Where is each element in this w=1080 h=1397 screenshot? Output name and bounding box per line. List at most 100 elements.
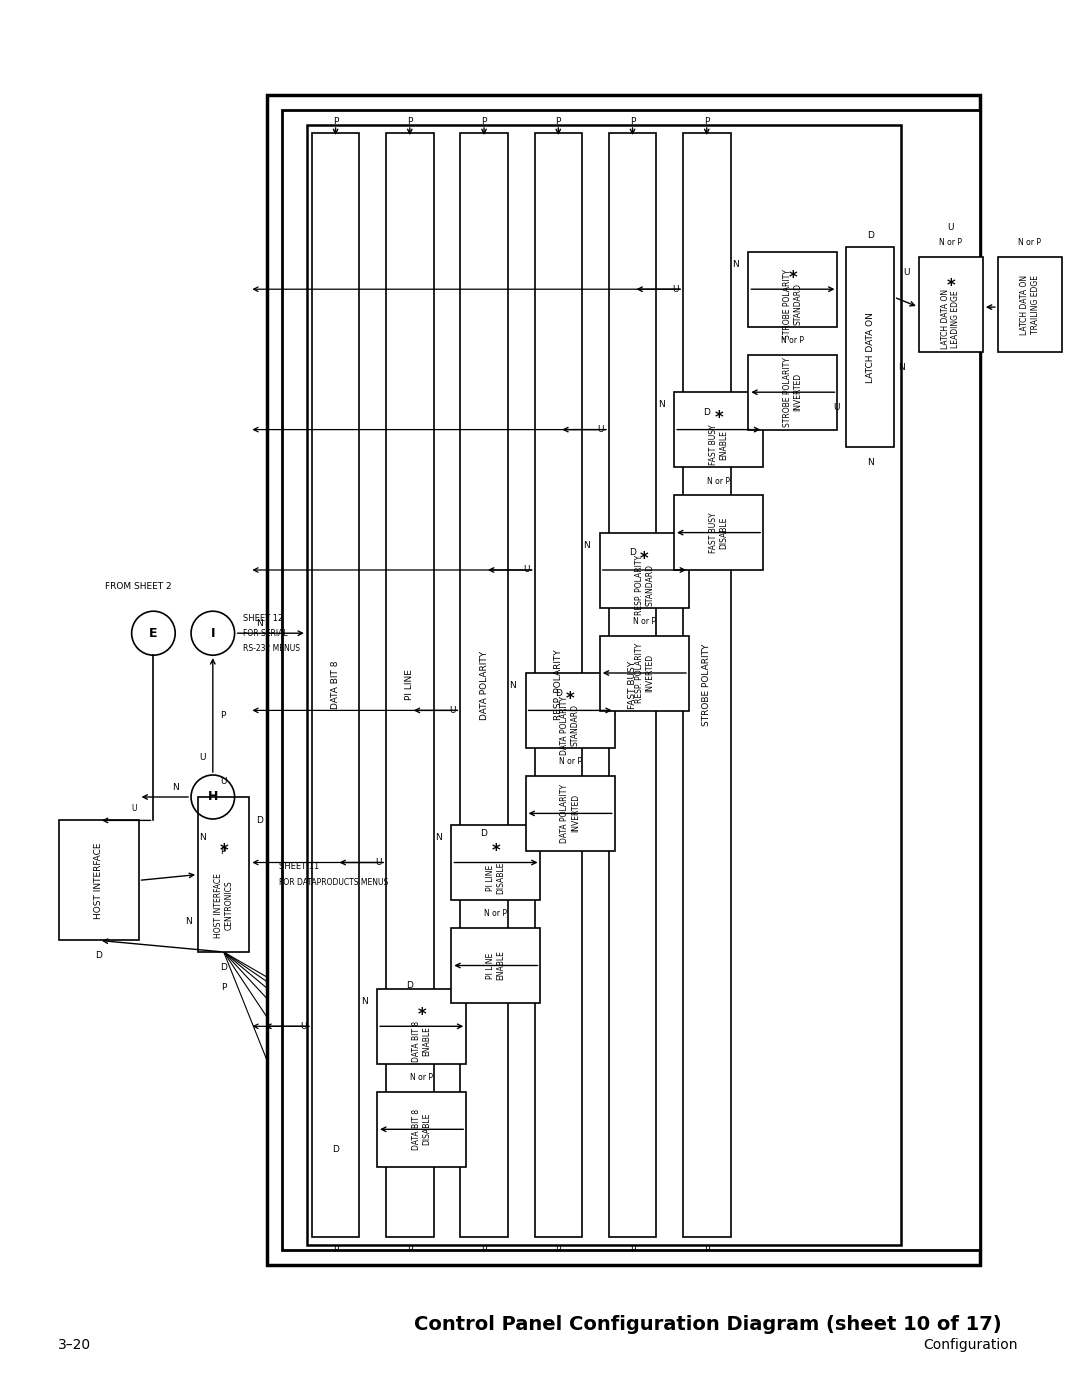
Bar (460, 133, 508, 1236)
Text: D: D (333, 1144, 339, 1154)
Text: U: U (131, 803, 136, 813)
Text: D: D (555, 689, 562, 697)
Bar (526, 775, 615, 851)
Text: I: I (211, 627, 215, 640)
Text: *: * (640, 550, 649, 567)
Text: P: P (630, 116, 635, 126)
Text: SHEET 12: SHEET 12 (243, 613, 283, 623)
Bar (312, 133, 360, 1236)
Text: N or P: N or P (1018, 237, 1041, 247)
Text: N or P: N or P (940, 237, 962, 247)
Text: N: N (583, 541, 591, 549)
Bar (377, 1092, 467, 1166)
Bar (307, 124, 901, 1245)
Bar (451, 928, 540, 1003)
Bar (674, 393, 764, 467)
Text: RESP. POLARITY: RESP. POLARITY (554, 650, 563, 721)
Bar (198, 798, 249, 951)
Text: D: D (406, 981, 414, 990)
Text: RESP. POLARITY
INVERTED: RESP. POLARITY INVERTED (635, 643, 654, 703)
Bar (377, 989, 467, 1063)
Text: P: P (407, 116, 413, 126)
Text: D: D (95, 951, 103, 960)
Text: U: U (449, 705, 456, 715)
Text: PI LINE
ENABLE: PI LINE ENABLE (486, 950, 505, 981)
Text: P: P (220, 848, 226, 856)
Text: *: * (566, 690, 575, 708)
Text: DATA BIT 8
ENABLE: DATA BIT 8 ENABLE (411, 1021, 431, 1062)
Text: E: E (149, 627, 158, 640)
Text: *: * (788, 270, 797, 286)
Text: P: P (220, 711, 226, 719)
Text: P: P (630, 1245, 635, 1253)
Text: N: N (867, 458, 874, 467)
Text: U: U (947, 222, 954, 232)
Text: N or P: N or P (558, 757, 582, 767)
Text: D: D (481, 828, 487, 838)
Text: U: U (200, 753, 206, 761)
Text: N or P: N or P (782, 337, 805, 345)
Text: HOST INTERFACE
CENTRONICS: HOST INTERFACE CENTRONICS (214, 873, 233, 937)
Text: N or P: N or P (485, 909, 508, 918)
Bar (59, 820, 138, 940)
Bar (535, 133, 582, 1236)
Text: LATCH DATA ON
LEADING EDGE: LATCH DATA ON LEADING EDGE (941, 289, 960, 349)
Text: *: * (417, 1006, 426, 1024)
Text: N: N (173, 782, 179, 792)
Text: *: * (946, 277, 955, 295)
Text: U: U (904, 268, 910, 277)
Text: N: N (510, 680, 516, 690)
Text: P: P (407, 1245, 413, 1253)
Bar (748, 251, 837, 327)
Text: DATA BIT 8: DATA BIT 8 (332, 661, 340, 710)
Bar (674, 495, 764, 570)
Bar (282, 110, 980, 1250)
Text: FROM SHEET 2: FROM SHEET 2 (105, 583, 172, 591)
Text: Control Panel Configuration Diagram (sheet 10 of 17): Control Panel Configuration Diagram (she… (414, 1316, 1001, 1334)
Text: U: U (524, 566, 530, 574)
Text: P: P (482, 116, 487, 126)
Text: N: N (658, 400, 664, 409)
Text: STROBE POLARITY: STROBE POLARITY (702, 644, 712, 726)
Text: STROBE POLARITY
STANDARD: STROBE POLARITY STANDARD (783, 270, 802, 339)
Text: D: D (256, 816, 262, 824)
Text: *: * (219, 842, 228, 861)
Text: SHEET 11: SHEET 11 (279, 862, 320, 872)
Bar (998, 257, 1062, 352)
Text: U: U (300, 1021, 307, 1031)
Text: DATA POLARITY
INVERTED: DATA POLARITY INVERTED (561, 784, 580, 842)
Text: N: N (200, 833, 206, 841)
Text: RS-232 MENUS: RS-232 MENUS (243, 644, 299, 652)
Text: U: U (833, 402, 839, 412)
Text: P: P (704, 116, 710, 126)
Text: FAST BUSY
ENABLE: FAST BUSY ENABLE (708, 425, 728, 465)
Bar (609, 133, 657, 1236)
Text: N: N (435, 833, 442, 842)
Text: N or P: N or P (707, 476, 730, 486)
Bar (599, 532, 689, 608)
Bar (847, 247, 894, 447)
Bar (526, 673, 615, 747)
Text: D: D (629, 548, 636, 557)
Text: U: U (672, 285, 678, 293)
Text: HOST INTERFACE: HOST INTERFACE (94, 842, 104, 919)
Text: N: N (256, 619, 264, 627)
Text: 3–20: 3–20 (57, 1338, 91, 1352)
Bar (599, 636, 689, 711)
Text: DATA POLARITY: DATA POLARITY (480, 651, 488, 719)
Text: D: D (703, 408, 711, 416)
Text: N: N (185, 916, 191, 925)
Text: P: P (704, 1245, 710, 1253)
Text: *: * (491, 842, 500, 861)
Text: FOR DATAPRODUCTS MENUS: FOR DATAPRODUCTS MENUS (279, 877, 389, 887)
Text: U: U (597, 425, 604, 434)
Text: P: P (333, 116, 338, 126)
Text: P: P (555, 116, 561, 126)
Bar (267, 95, 980, 1266)
Text: P: P (221, 982, 227, 992)
Text: N: N (361, 997, 367, 1006)
Text: *: * (714, 409, 723, 427)
Text: LATCH DATA ON
TRAILING EDGE: LATCH DATA ON TRAILING EDGE (1021, 275, 1040, 335)
Text: FAST BUSY
DISABLE: FAST BUSY DISABLE (708, 513, 728, 553)
Text: P: P (555, 1245, 561, 1253)
